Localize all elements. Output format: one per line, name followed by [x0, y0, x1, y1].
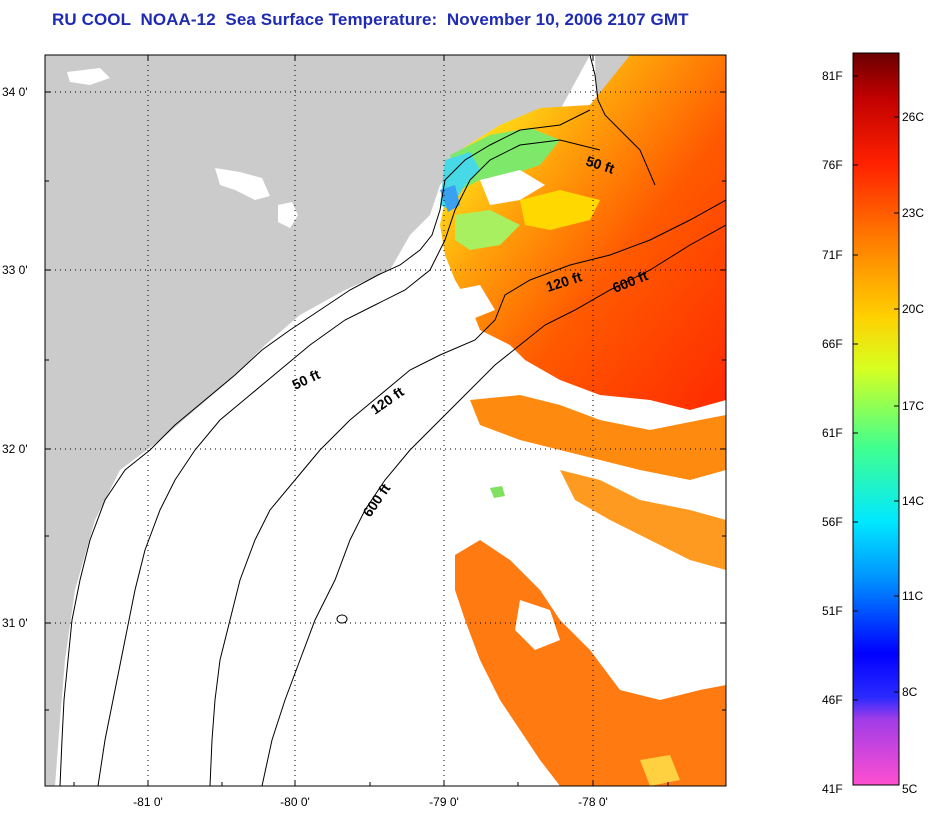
title-date: November 10, 2006 2107 GMT	[446, 10, 689, 29]
map-title: RU COOL NOAA-12 Sea Surface Temperature:…	[52, 10, 689, 30]
cb-f-label-56: 56F	[822, 515, 843, 529]
contour-50ft	[97, 139, 601, 786]
lat-lon-grid	[45, 55, 726, 786]
map-frame	[44, 54, 727, 787]
cloud-gap-1	[480, 170, 545, 205]
sst-yellow-spot	[640, 755, 680, 786]
lon-label-78: -78 0'	[578, 795, 608, 809]
cb-f-label-46: 46F	[822, 693, 843, 707]
contour-120ft	[209, 199, 726, 786]
lat-label-31: 31 0'	[2, 616, 28, 630]
sst-offshore-patch-2	[560, 470, 726, 570]
lon-label-81: -81 0'	[133, 795, 163, 809]
cb-f-label-41: 41F	[822, 782, 843, 796]
sst-offshore-patch-1	[470, 395, 726, 480]
cb-c-label-23: 23C	[902, 206, 924, 220]
lake-marion	[215, 168, 270, 200]
cb-f-label-76: 76F	[822, 158, 843, 172]
lake-1	[67, 68, 110, 85]
colorbar-gradient	[852, 52, 900, 786]
title-satellite: NOAA-12	[140, 10, 216, 29]
lat-label-32: 32 0'	[2, 442, 28, 456]
cb-c-label-14: 14C	[902, 494, 924, 508]
cb-c-label-5: 5C	[902, 782, 918, 796]
colorbar-fahrenheit-labels: 81F 76F 71F 66F 61F 56F 51F 46F 41F	[822, 69, 843, 796]
sst-yellow-patch	[520, 190, 600, 230]
lon-label-79: -79 0'	[429, 795, 459, 809]
lat-label-33: 33 0'	[2, 263, 28, 277]
cloud-gap-2	[455, 285, 495, 320]
colorbar: 81F 76F 71F 66F 61F 56F 51F 46F 41F 26C …	[822, 52, 924, 796]
cb-f-label-66: 66F	[822, 337, 843, 351]
coastline	[59, 55, 656, 786]
land-mass	[45, 55, 590, 786]
axis-ticks	[45, 55, 726, 786]
map-area: 50 ft 50 ft 120 ft 120 ft 600 ft 600 ft	[45, 55, 726, 786]
colorbar-celsius-labels: 26C 23C 20C 17C 14C 11C 8C 5C	[902, 110, 924, 796]
sst-green-spot	[490, 486, 505, 498]
cb-c-label-26: 26C	[902, 110, 924, 124]
cloud-gap-3	[515, 600, 560, 650]
cb-c-label-8: 8C	[902, 685, 918, 699]
colorbar-ticks	[853, 75, 899, 701]
contour-600ft-ring	[336, 614, 348, 624]
cb-c-label-17: 17C	[902, 399, 924, 413]
cb-f-label-81: 81F	[822, 69, 843, 83]
sst-green-patch	[455, 210, 520, 250]
lat-label-34: 34 0'	[2, 85, 28, 99]
cb-c-label-11: 11C	[902, 589, 923, 603]
cb-f-label-61: 61F	[822, 426, 843, 440]
title-product: Sea Surface Temperature:	[225, 10, 438, 29]
lake-moultrie	[278, 202, 298, 228]
cb-f-label-51: 51F	[822, 604, 843, 618]
title-org: RU COOL	[52, 10, 131, 29]
contour-600ft	[261, 224, 726, 786]
sst-blue-patch	[440, 185, 460, 212]
cb-c-label-20: 20C	[902, 302, 924, 316]
lon-label-80: -80 0'	[280, 795, 310, 809]
cb-f-label-71: 71F	[822, 248, 843, 262]
